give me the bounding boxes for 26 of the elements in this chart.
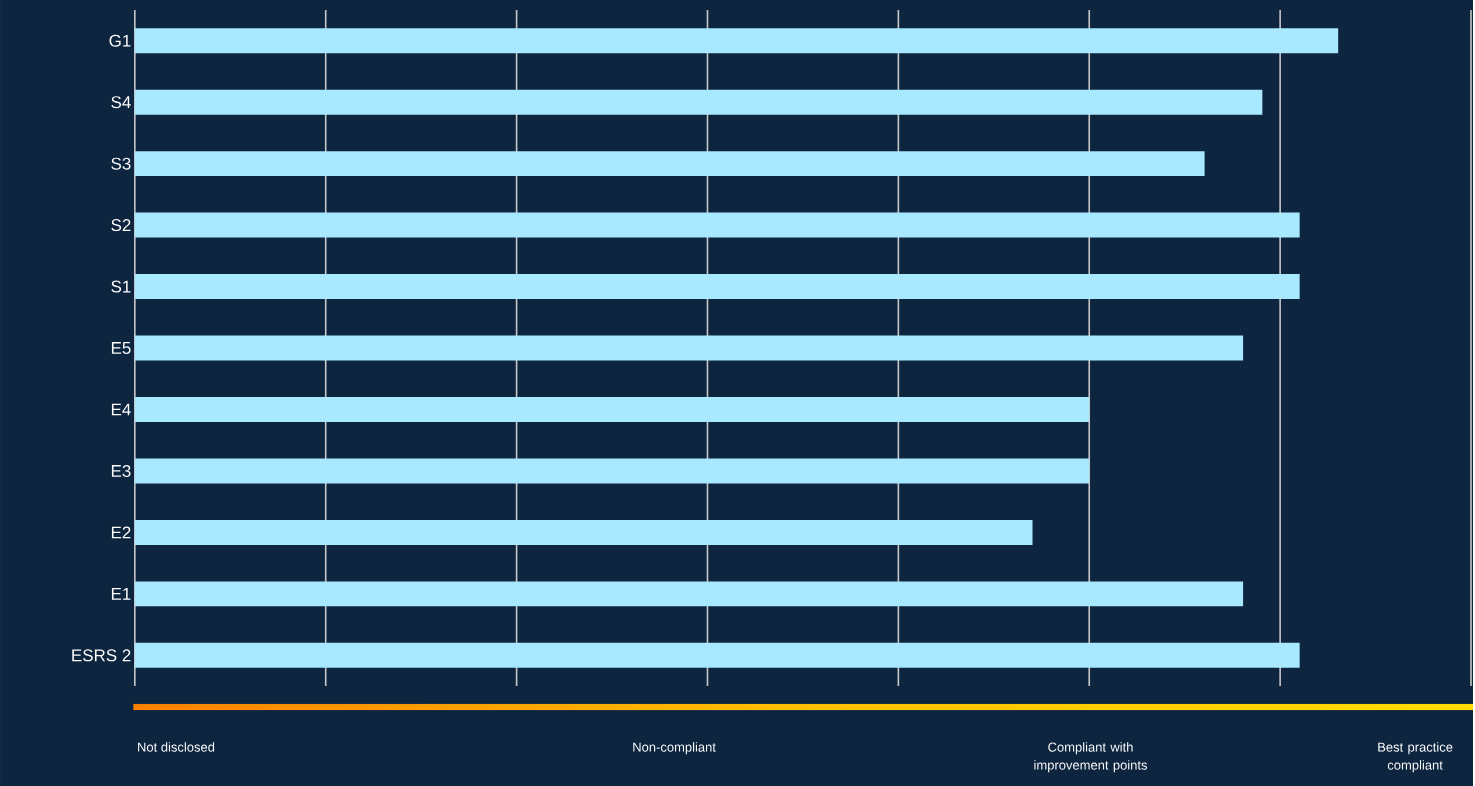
y-tick-label: E2 (111, 526, 131, 539)
bar (134, 458, 1090, 484)
y-tick-label: S3 (111, 157, 131, 170)
bar (134, 642, 1300, 668)
bar (134, 151, 1205, 177)
bar (134, 397, 1090, 422)
y-tick-label: E4 (111, 403, 131, 416)
text: Not disclosed (138, 742, 215, 752)
text: Compliant with improvement points (1034, 742, 1148, 773)
y-tick-label: ESRS 2 (72, 649, 131, 662)
bar (134, 89, 1263, 115)
y-tick-label: S2 (111, 219, 131, 232)
bar (134, 212, 1300, 238)
y-tick-label: G1 (109, 34, 131, 47)
bar (134, 335, 1244, 361)
y-tick-label: E3 (111, 464, 131, 477)
text: Best practice compliant (1378, 742, 1453, 773)
y-tick-label: E1 (111, 588, 131, 600)
y-tick-label: E5 (111, 342, 131, 354)
bar (134, 581, 1244, 607)
y-tick-label: S4 (111, 96, 131, 109)
y-tick-label: S1 (111, 280, 131, 293)
bar (134, 519, 1033, 545)
bar (134, 28, 1339, 54)
text: Non-compliant (633, 742, 716, 755)
bar (134, 274, 1300, 300)
